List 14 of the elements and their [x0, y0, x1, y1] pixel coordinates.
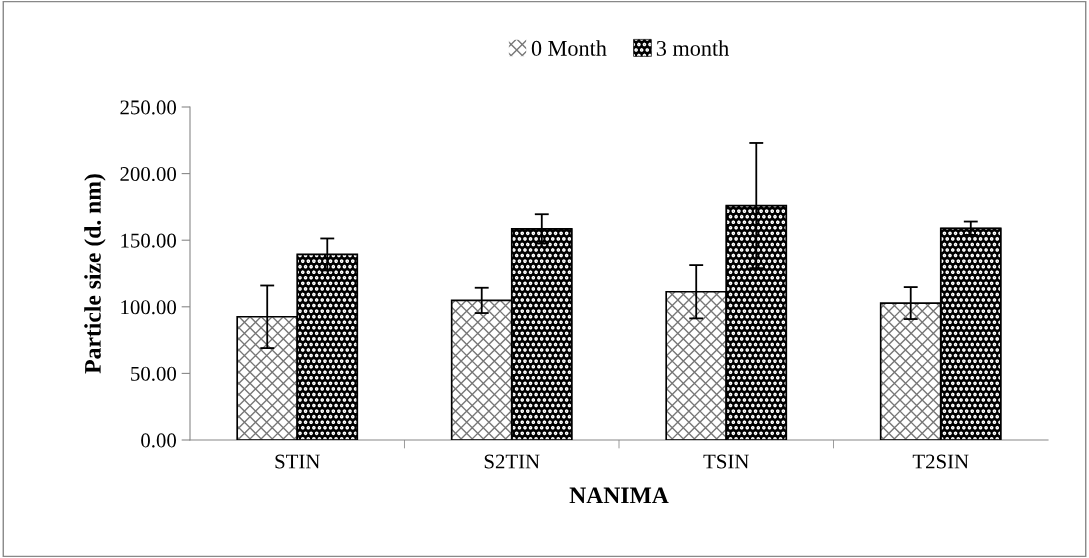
y-tick-label: 200.00 [120, 166, 177, 182]
x-tick-label: T2SIN [912, 454, 969, 469]
x-tick-label: STIN [275, 454, 320, 469]
y-tick-label: 50.00 [131, 366, 177, 381]
x-tick-label: S2TIN [484, 454, 540, 469]
legend-label: 3 month [656, 40, 729, 56]
x-tick-label: TSIN [703, 454, 749, 469]
legend-label: 0 Month [531, 40, 607, 56]
y-tick-label: 0.00 [141, 433, 177, 448]
y-tick-label: 250.00 [120, 100, 177, 115]
y-axis-title: Particle size (d. nm) [84, 174, 106, 374]
x-axis-title: NANIMA [569, 487, 669, 504]
y-tick-label: 150.00 [121, 233, 177, 248]
y-tick-label: 100.00 [121, 300, 177, 315]
